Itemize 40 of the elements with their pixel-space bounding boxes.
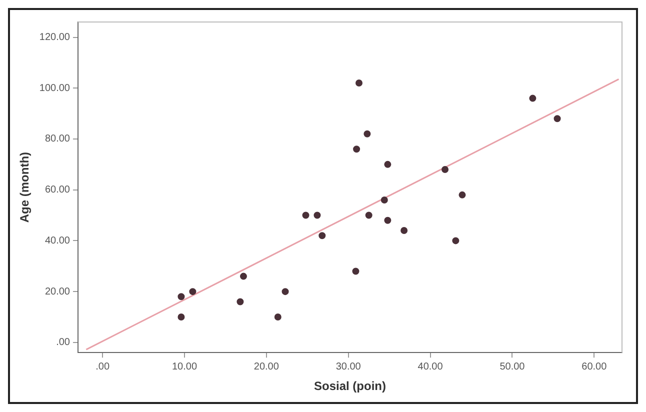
y-tick-label: 60.00 [44, 184, 70, 196]
point [400, 227, 408, 234]
point [318, 232, 326, 240]
point [554, 115, 561, 122]
y-tick-label: 20.00 [44, 286, 70, 298]
x-tick-label: .00 [96, 361, 110, 372]
point [302, 212, 310, 219]
point [365, 212, 372, 219]
y-tick-label: 80.00 [44, 134, 70, 145]
point [458, 191, 466, 198]
point [282, 288, 289, 296]
point [384, 216, 392, 224]
point [380, 196, 388, 204]
x-tick-label: 60.00 [582, 361, 608, 372]
point [356, 80, 363, 87]
point [178, 293, 185, 300]
point [274, 313, 282, 320]
y-tick-label: 120.00 [39, 32, 70, 44]
x-tick-label: 10.00 [172, 361, 198, 372]
point [314, 212, 321, 219]
point [364, 130, 371, 138]
point [236, 298, 244, 306]
point [352, 268, 360, 275]
x-tick-label: 30.00 [336, 361, 362, 372]
point [178, 313, 185, 320]
x-tick-label: 20.00 [254, 361, 280, 372]
point [353, 146, 360, 153]
x-tick-label: 50.00 [500, 361, 526, 372]
y-tick-label: .00 [56, 337, 70, 348]
y-tick-label: 100.00 [39, 82, 70, 94]
point [529, 94, 536, 102]
x-axis-title: Sosial (poin) [314, 379, 386, 394]
y-axis-title: Age (month) [18, 152, 32, 223]
x-tick-label: 40.00 [418, 361, 444, 372]
point [384, 160, 392, 168]
point [240, 272, 247, 280]
point [452, 237, 460, 244]
point [442, 166, 449, 173]
point [189, 288, 196, 296]
y-tick-label: 40.00 [44, 235, 70, 246]
